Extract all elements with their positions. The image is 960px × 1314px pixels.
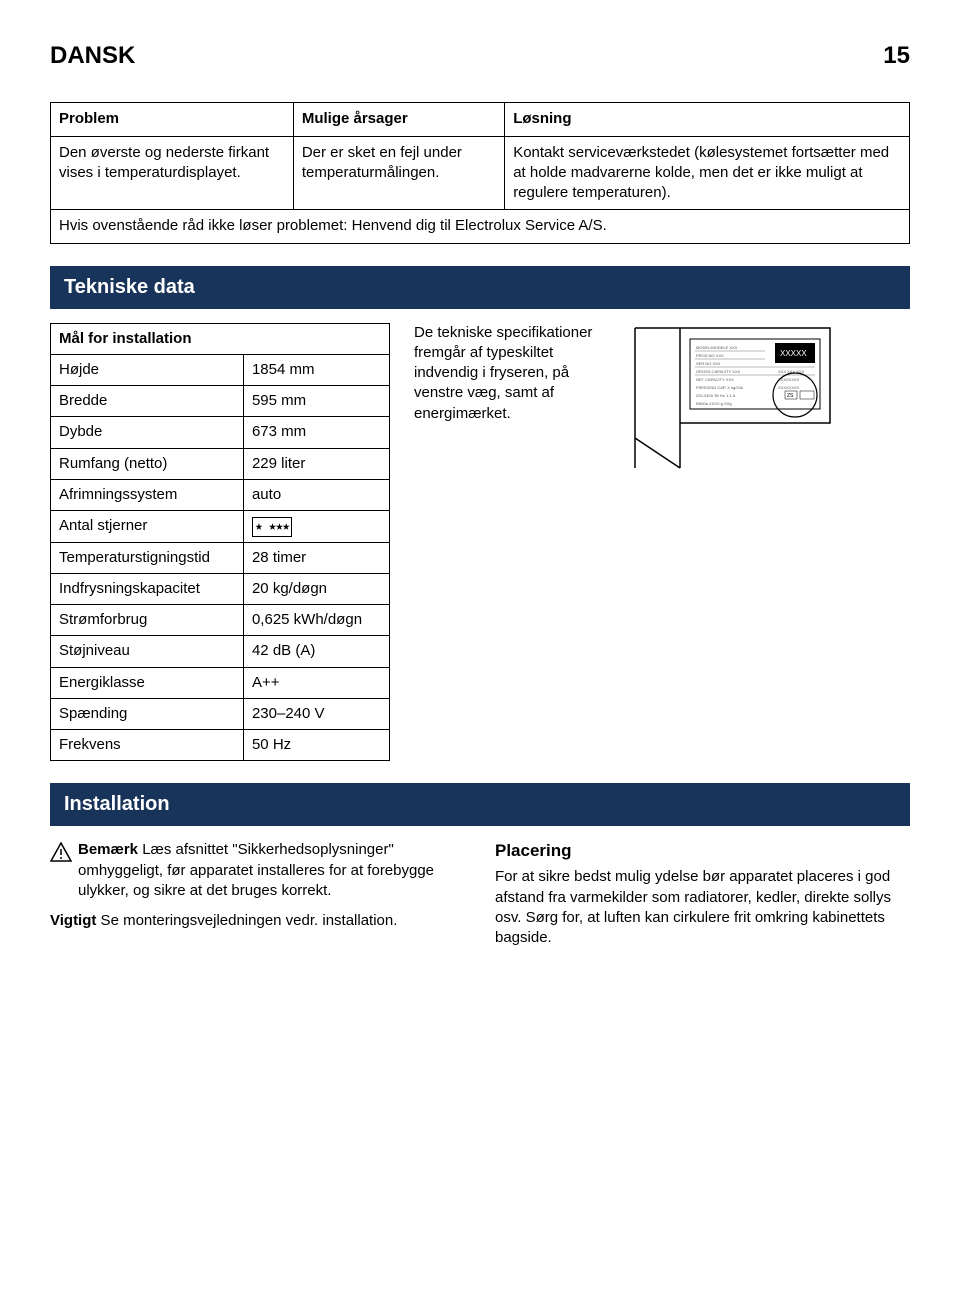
- tech-side-text: De tekniske specifikationer fremgår af t…: [414, 323, 614, 424]
- spec-value: 20 kg/døgn: [243, 573, 389, 604]
- warning-icon: [50, 842, 72, 901]
- svg-text:XXXXXXXX: XXXXXXXX: [778, 385, 800, 390]
- table-row: Den øverste og nederste firkant vises i …: [51, 136, 910, 210]
- table-row: Afrimningssystemauto: [51, 479, 390, 510]
- install-left-col: Bemærk Læs afsnittet "Sikkerhedsoplysnin…: [50, 840, 465, 948]
- spec-label: Energiklasse: [51, 667, 244, 698]
- spec-value: 673 mm: [243, 417, 389, 448]
- spec-label: Rumfang (netto): [51, 448, 244, 479]
- table-row: Dybde673 mm: [51, 417, 390, 448]
- spec-value: 230–240 V: [243, 698, 389, 729]
- install-warning-block: Bemærk Læs afsnittet "Sikkerhedsoplysnin…: [50, 840, 465, 901]
- table-row: Antal stjerner ★ ★★★: [51, 511, 390, 543]
- install-important: Vigtigt Se monteringsvejledningen vedr. …: [50, 911, 465, 931]
- tech-spec-table: Mål for installation Højde1854 mm Bredde…: [50, 323, 390, 762]
- spec-value: auto: [243, 479, 389, 510]
- th-problem: Problem: [51, 103, 294, 136]
- spec-install-header: Mål for installation: [51, 323, 390, 354]
- install-right-col: Placering For at sikre bedst mulig ydels…: [495, 840, 910, 948]
- table-row: Rumfang (netto)229 liter: [51, 448, 390, 479]
- spec-value: 229 liter: [243, 448, 389, 479]
- spec-value: 42 dB (A): [243, 636, 389, 667]
- spec-value: 50 Hz: [243, 730, 389, 761]
- svg-text:XXXXX: XXXXX: [780, 349, 807, 358]
- spec-value: 1854 mm: [243, 354, 389, 385]
- svg-text:220-240V 50 Hz 1.1 A: 220-240V 50 Hz 1.1 A: [696, 393, 735, 398]
- spec-label: Spænding: [51, 698, 244, 729]
- spec-value: 0,625 kWh/døgn: [243, 605, 389, 636]
- svg-text:FREEZING CAP. X kg/24h: FREEZING CAP. X kg/24h: [696, 385, 743, 390]
- install-placement-heading: Placering: [495, 840, 910, 863]
- svg-text:PROD.NO XXX: PROD.NO XXX: [696, 353, 724, 358]
- section-title-install: Installation: [50, 783, 910, 826]
- spec-label: Højde: [51, 354, 244, 385]
- spec-label: Antal stjerner: [51, 511, 244, 543]
- table-row: Højde1854 mm: [51, 354, 390, 385]
- svg-text:SER.NO XXX: SER.NO XXX: [696, 361, 721, 366]
- spec-label: Støjniveau: [51, 636, 244, 667]
- tech-data-wrap: Mål for installation Højde1854 mm Bredde…: [50, 323, 910, 762]
- troubleshoot-table: Problem Mulige årsager Løsning Den øvers…: [50, 102, 910, 243]
- table-row: Frekvens50 Hz: [51, 730, 390, 761]
- th-solution: Løsning: [505, 103, 910, 136]
- spec-label: Dybde: [51, 417, 244, 448]
- table-row: Temperaturstigningstid28 timer: [51, 542, 390, 573]
- spec-value-stars: ★ ★★★: [243, 511, 389, 543]
- spec-label: Strømforbrug: [51, 605, 244, 636]
- cell-problem: Den øverste og nederste firkant vises i …: [51, 136, 294, 210]
- spec-label: Afrimningssystem: [51, 479, 244, 510]
- spec-label: Temperaturstigningstid: [51, 542, 244, 573]
- install-important-body: Se monteringsvejledningen vedr. installa…: [96, 912, 397, 929]
- spec-label: Frekvens: [51, 730, 244, 761]
- spec-value: 28 timer: [243, 542, 389, 573]
- page-header: DANSK 15: [50, 40, 910, 72]
- table-row: Spænding230–240 V: [51, 698, 390, 729]
- install-important-label: Vigtigt: [50, 912, 96, 929]
- cell-solution: Kontakt serviceværkstedet (kølesystemet …: [505, 136, 910, 210]
- spec-value: A++: [243, 667, 389, 698]
- tech-spec-table-wrap: Mål for installation Højde1854 mm Bredde…: [50, 323, 390, 762]
- tech-side-block: De tekniske specifikationer fremgår af t…: [414, 323, 910, 479]
- spec-label: Indfrysningskapacitet: [51, 573, 244, 604]
- rating-plate-illustration: XXXXX MODEL/MODELE XXX PROD.NO XXX SER.N…: [630, 323, 840, 479]
- table-row: Bredde595 mm: [51, 386, 390, 417]
- header-page-number: 15: [883, 40, 910, 72]
- header-language: DANSK: [50, 40, 135, 72]
- spec-value: 595 mm: [243, 386, 389, 417]
- svg-text:R600a XXXX g XXg: R600a XXXX g XXg: [696, 401, 732, 406]
- install-placement-text: For at sikre bedst mulig ydelse bør appa…: [495, 867, 910, 948]
- table-row: Strømforbrug0,625 kWh/døgn: [51, 605, 390, 636]
- star-rating-icon: ★ ★★★: [252, 517, 292, 537]
- install-warn-label: Bemærk: [78, 841, 138, 858]
- install-warning-text: Bemærk Læs afsnittet "Sikkerhedsoplysnin…: [78, 840, 465, 901]
- th-cause: Mulige årsager: [293, 103, 504, 136]
- svg-text:GROSS CAPACITY XXX: GROSS CAPACITY XXX: [696, 369, 741, 374]
- cell-cause: Der er sket en fejl under temperaturmåli…: [293, 136, 504, 210]
- install-columns: Bemærk Læs afsnittet "Sikkerhedsoplysnin…: [50, 840, 910, 948]
- svg-text:MODEL/MODELE XXX: MODEL/MODELE XXX: [696, 345, 738, 350]
- section-title-tech: Tekniske data: [50, 266, 910, 309]
- spec-label: Bredde: [51, 386, 244, 417]
- svg-text:ZS: ZS: [787, 393, 794, 399]
- table-row: Støjniveau42 dB (A): [51, 636, 390, 667]
- svg-text:NET CAPACITY XXX: NET CAPACITY XXX: [696, 377, 734, 382]
- table-row: Indfrysningskapacitet20 kg/døgn: [51, 573, 390, 604]
- troubleshoot-footnote: Hvis ovenstående råd ikke løser probleme…: [51, 210, 910, 243]
- table-row: EnergiklasseA++: [51, 667, 390, 698]
